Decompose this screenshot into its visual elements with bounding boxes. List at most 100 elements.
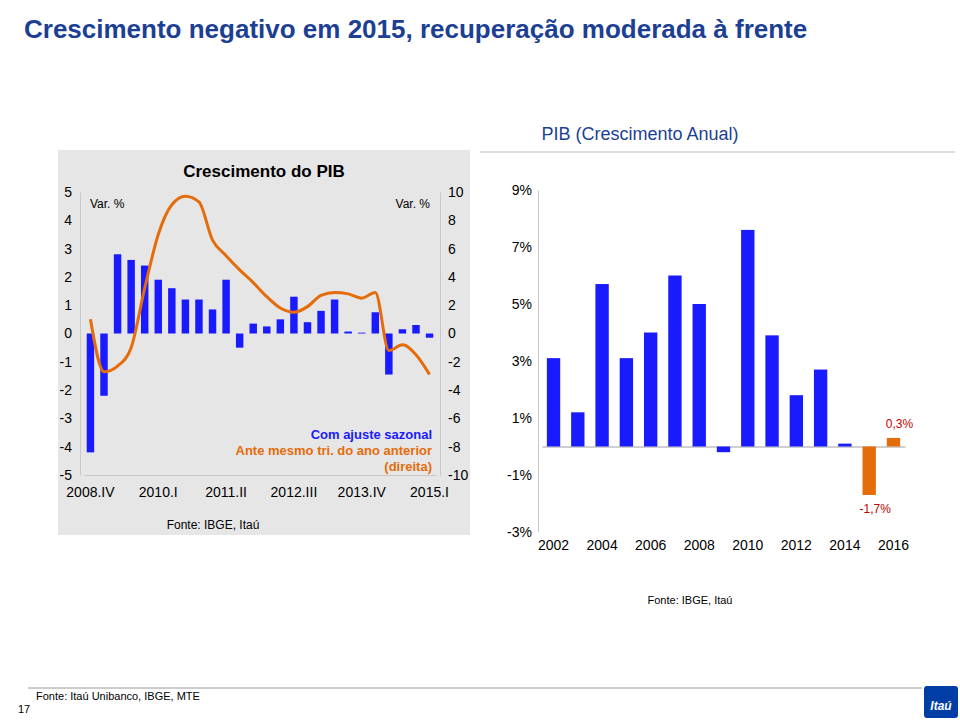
- y2-axis: -10 -8 -6 -4 -2 0 2 4 6 8 10: [440, 184, 468, 483]
- tick-label: 8: [448, 212, 456, 228]
- tick-label: 2010.I: [139, 484, 178, 500]
- tick: 2002: [538, 447, 569, 553]
- tick: -2: [440, 354, 461, 370]
- tick-label: 2008: [684, 537, 715, 553]
- tick: -6: [440, 410, 461, 426]
- tick: 2010: [732, 447, 763, 553]
- legend-entry: Ante mesmo tri. do ano anterior(direita): [236, 443, 432, 474]
- tick: 8: [440, 212, 456, 228]
- chart-title: PIB (Crescimento Anual): [541, 124, 738, 144]
- tick: 1%: [512, 410, 538, 426]
- tick-label: -10: [448, 467, 468, 483]
- bar: [620, 358, 633, 446]
- bar: [168, 288, 175, 333]
- axis-line: [538, 191, 539, 533]
- slide: Crescimento negativo em 2015, recuperaçã…: [0, 0, 960, 720]
- tick: 10: [440, 184, 464, 200]
- tick-label: 2013.IV: [338, 484, 387, 500]
- tick-label: 2004: [587, 537, 618, 553]
- tick: -5: [60, 467, 80, 483]
- tick: 4: [64, 212, 80, 228]
- tick-label: 2012: [781, 537, 812, 553]
- tick: 5%: [512, 296, 538, 312]
- bar: [222, 280, 229, 334]
- bar: [127, 260, 134, 334]
- tick-label: 0: [64, 325, 72, 341]
- tick: 6: [440, 241, 456, 257]
- tick-label: 4: [448, 269, 456, 285]
- tick: -1%: [507, 467, 538, 483]
- tick-label: 2010: [732, 537, 763, 553]
- page: Crescimento negativo em 2015, recuperaçã…: [0, 0, 960, 720]
- bar: [741, 230, 754, 447]
- bar: [209, 309, 216, 333]
- slide-title: Crescimento negativo em 2015, recuperaçã…: [24, 14, 807, 44]
- tick: 0: [440, 325, 456, 341]
- tick: 1: [64, 297, 80, 313]
- chart-title: Crescimento do PIB: [183, 162, 345, 181]
- source: Fonte: IBGE, Itaú: [648, 594, 733, 606]
- axis-line: [85, 475, 437, 476]
- tick: 2013.IV: [338, 475, 387, 500]
- tick-label: -4: [448, 382, 461, 398]
- bar: [838, 444, 851, 447]
- tick: 2014: [829, 447, 860, 553]
- tick-label: 2: [64, 269, 72, 285]
- bar: [595, 284, 608, 446]
- legend-entry: Com ajuste sazonal: [311, 427, 432, 442]
- tick: -4: [440, 382, 461, 398]
- tick: 2: [440, 297, 456, 313]
- tick-label: -3%: [507, 524, 532, 540]
- tick: 2012: [781, 447, 812, 553]
- tick-label: -6: [448, 410, 461, 426]
- tick: 3: [64, 241, 80, 257]
- bar: [236, 334, 243, 348]
- y-axis: -3%-1%1%3%5%7%9%: [507, 182, 538, 540]
- legend: Com ajuste sazonalAnte mesmo tri. do ano…: [236, 427, 432, 474]
- bar: [155, 280, 162, 334]
- tick: 2011.II: [205, 475, 247, 500]
- chart-annual: PIB (Crescimento Anual)-3%-1%1%3%5%7%9%2…: [480, 124, 955, 606]
- tick-label: 2012.III: [271, 484, 318, 500]
- tick-label: 2002: [538, 537, 569, 553]
- bar: [317, 311, 324, 334]
- bar: [790, 395, 803, 446]
- bar: [249, 324, 256, 334]
- bar: [100, 334, 107, 396]
- y2-axis-title: Var. %: [396, 197, 431, 211]
- x-axis: 2008.IV 2010.I 2011.II 2012.III 2013.IV 2015.…: [66, 475, 449, 500]
- tick: -2: [60, 382, 80, 398]
- panel-background: [58, 150, 470, 535]
- y-axis-title: Var. %: [90, 197, 125, 211]
- bar: [331, 300, 338, 334]
- tick: 2015.I: [410, 475, 449, 500]
- tick-label: -8: [448, 439, 461, 455]
- tick-label: -5: [60, 467, 73, 483]
- tick: 5: [64, 184, 80, 200]
- source: Fonte: IBGE, Itaú: [167, 518, 260, 532]
- bar: [87, 334, 94, 453]
- tick-label: 0: [448, 325, 456, 341]
- plot-area: [547, 230, 900, 495]
- bar: [693, 304, 706, 447]
- data-label: -1,7%: [860, 502, 892, 516]
- title-rule: [480, 152, 955, 153]
- tick: 2012.III: [271, 475, 318, 500]
- tick: 9%: [512, 182, 538, 198]
- tick-label: 2008.IV: [66, 484, 115, 500]
- tick-label: 7%: [512, 239, 532, 255]
- tick: 2010.I: [139, 475, 178, 500]
- tick: 2004: [587, 447, 618, 553]
- tick: 2016: [878, 447, 909, 553]
- bar: [263, 326, 270, 333]
- axis-line: [440, 193, 441, 476]
- tick-label: 1%: [512, 410, 532, 426]
- x-axis: 20022004200620082010201220142016: [538, 447, 909, 553]
- tick-label: -1: [60, 354, 73, 370]
- tick-label: 2014: [829, 537, 860, 553]
- bar: [412, 325, 419, 333]
- tick: -3%: [507, 524, 538, 540]
- tick: -4: [60, 439, 80, 455]
- footer-source: Fonte: Itaú Unibanco, IBGE, MTE: [36, 690, 200, 702]
- tick: -10: [440, 467, 468, 483]
